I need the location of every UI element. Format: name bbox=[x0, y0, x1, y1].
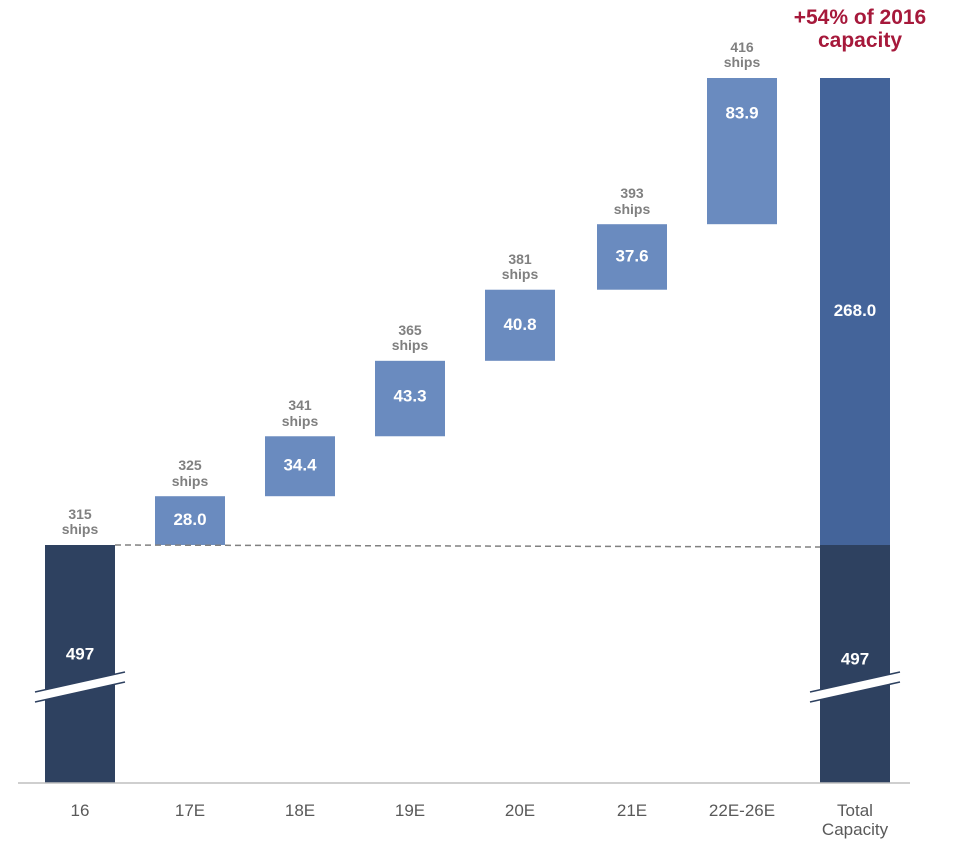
x-tick-label: 17E bbox=[174, 801, 206, 820]
total-base-bar bbox=[820, 545, 890, 783]
increase-bar bbox=[485, 289, 555, 361]
axis-break bbox=[34, 672, 126, 702]
ship-label: 381 ships bbox=[501, 250, 539, 283]
value-label: 268.0 bbox=[834, 301, 877, 320]
ship-label: 341 ships bbox=[281, 397, 319, 429]
value-label: 37.6 bbox=[615, 246, 648, 265]
annotation: +54% of 2016 capacity bbox=[793, 6, 927, 53]
x-tick-label: 16 bbox=[70, 801, 90, 820]
increase-bar bbox=[707, 78, 777, 225]
value-label: 34.4 bbox=[283, 456, 317, 475]
ship-label: 416 ships bbox=[723, 39, 761, 71]
x-tick-label: 20E bbox=[504, 801, 536, 820]
total-bar bbox=[820, 78, 890, 545]
value-label: 497 bbox=[841, 649, 869, 668]
axis-break bbox=[809, 672, 901, 702]
axis-break-edge bbox=[809, 681, 901, 703]
base-bar bbox=[45, 545, 115, 783]
ship-label: 365 ships bbox=[391, 321, 429, 354]
x-tick-label: 18E bbox=[284, 801, 316, 820]
x-tick-label: 21E bbox=[616, 801, 648, 820]
ship-label: 315 ships bbox=[61, 506, 99, 538]
x-tick-label: 22E-26E bbox=[708, 801, 776, 820]
axis-break-edge bbox=[34, 671, 126, 693]
axis-break-edge bbox=[809, 671, 901, 693]
increase-bar bbox=[375, 360, 445, 437]
increase-bar bbox=[265, 436, 335, 497]
axis-break-edge bbox=[34, 681, 126, 703]
reference-line bbox=[114, 544, 821, 548]
ship-label: 325 ships bbox=[171, 457, 209, 489]
value-label: 43.3 bbox=[393, 386, 426, 405]
value-label: 497 bbox=[66, 644, 94, 663]
increase-bar bbox=[597, 224, 667, 290]
x-tick-label: Total Capacity bbox=[821, 801, 889, 839]
ship-label: 393 ships bbox=[613, 185, 651, 217]
value-label: 40.8 bbox=[503, 315, 536, 334]
increase-bar bbox=[155, 496, 225, 545]
value-label: 28.0 bbox=[173, 510, 206, 529]
value-label: 83.9 bbox=[725, 103, 758, 122]
x-tick-label: 19E bbox=[394, 801, 426, 820]
